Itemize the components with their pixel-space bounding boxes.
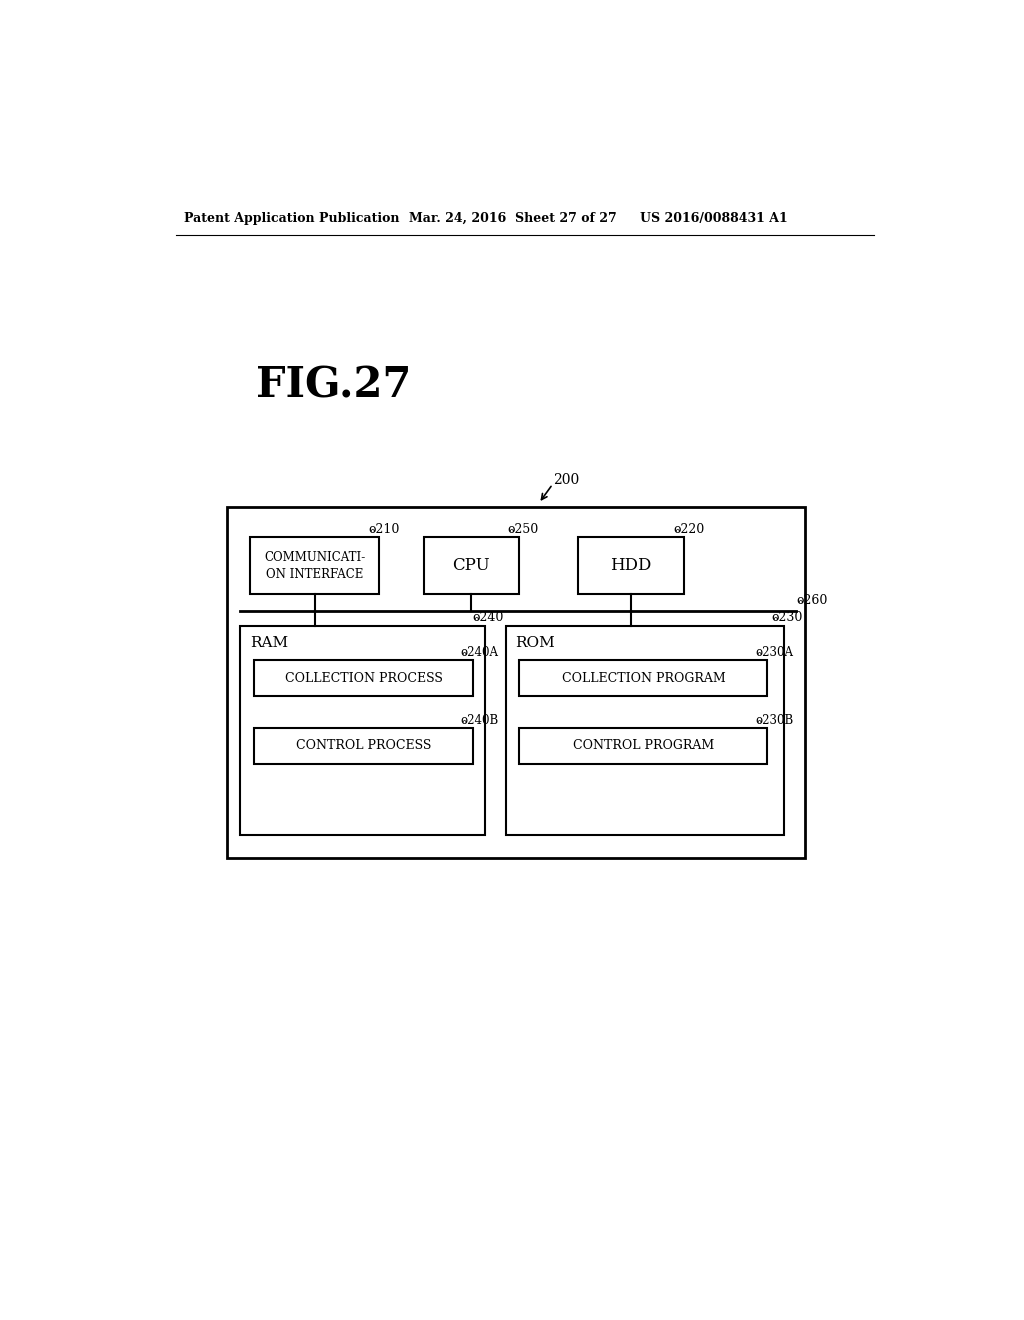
Bar bbox=[424, 537, 518, 594]
Text: FIG.27: FIG.27 bbox=[256, 364, 412, 407]
Text: Patent Application Publication: Patent Application Publication bbox=[183, 213, 399, 224]
Text: ROM: ROM bbox=[515, 636, 555, 649]
Text: ⱺ240: ⱺ240 bbox=[472, 611, 504, 624]
Text: RAM: RAM bbox=[250, 636, 288, 649]
Text: ⱺ240A: ⱺ240A bbox=[461, 645, 499, 659]
Bar bbox=[251, 537, 379, 594]
Text: ⱺ230B: ⱺ230B bbox=[755, 714, 794, 726]
Text: 200: 200 bbox=[553, 474, 579, 487]
Bar bbox=[519, 660, 767, 696]
Text: ⱺ230: ⱺ230 bbox=[771, 611, 803, 624]
Text: ⱺ260: ⱺ260 bbox=[796, 594, 827, 607]
Text: ⱺ250: ⱺ250 bbox=[508, 523, 539, 536]
Text: HDD: HDD bbox=[610, 557, 651, 574]
Text: ⱺ210: ⱺ210 bbox=[369, 523, 399, 536]
Bar bbox=[506, 626, 783, 836]
Bar bbox=[254, 729, 473, 763]
Bar bbox=[241, 626, 484, 836]
Bar bbox=[227, 507, 805, 858]
Text: ⱺ220: ⱺ220 bbox=[674, 523, 705, 536]
Bar bbox=[519, 729, 767, 763]
Text: CPU: CPU bbox=[453, 557, 490, 574]
Text: COLLECTION PROGRAM: COLLECTION PROGRAM bbox=[561, 672, 725, 685]
Text: ⱺ230A: ⱺ230A bbox=[755, 645, 793, 659]
Text: ⱺ240B: ⱺ240B bbox=[461, 714, 499, 726]
Text: CONTROL PROGRAM: CONTROL PROGRAM bbox=[572, 739, 714, 752]
Bar bbox=[254, 660, 473, 696]
Bar bbox=[578, 537, 684, 594]
Text: US 2016/0088431 A1: US 2016/0088431 A1 bbox=[640, 213, 787, 224]
Text: COLLECTION PROCESS: COLLECTION PROCESS bbox=[285, 672, 442, 685]
Text: CONTROL PROCESS: CONTROL PROCESS bbox=[296, 739, 431, 752]
Text: Mar. 24, 2016  Sheet 27 of 27: Mar. 24, 2016 Sheet 27 of 27 bbox=[409, 213, 616, 224]
Text: COMMUNICATI-
ON INTERFACE: COMMUNICATI- ON INTERFACE bbox=[264, 550, 366, 581]
